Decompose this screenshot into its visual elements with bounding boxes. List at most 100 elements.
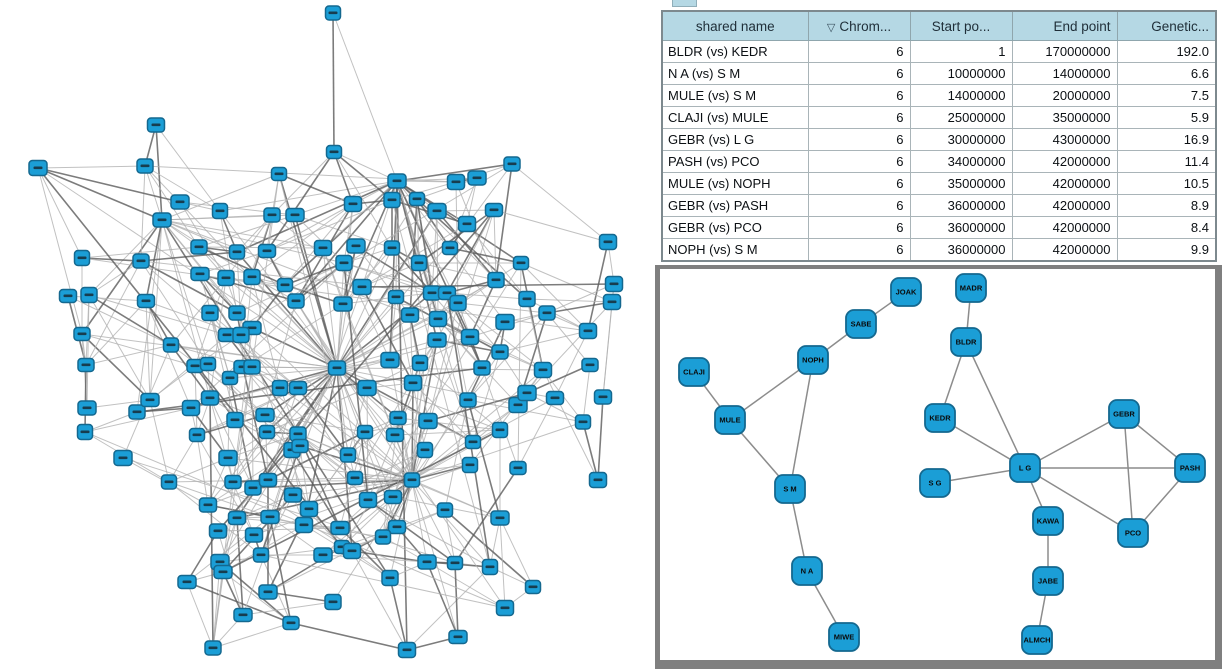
subnetwork-node[interactable]: MADR (955, 273, 987, 303)
table-cell[interactable]: 5.9 (1116, 106, 1217, 129)
overview-node[interactable] (233, 607, 253, 623)
overview-node[interactable] (146, 117, 166, 133)
overview-node[interactable] (263, 207, 281, 223)
subnetwork-edge[interactable] (1123, 413, 1134, 534)
table-cell[interactable]: 43000000 (1011, 128, 1118, 151)
overview-node[interactable] (294, 516, 314, 534)
overview-node[interactable] (383, 489, 403, 505)
overview-node[interactable] (190, 266, 210, 282)
overview-node[interactable] (383, 191, 401, 209)
overview-node[interactable] (136, 293, 156, 309)
table-cell[interactable]: 25000000 (909, 106, 1013, 129)
col-header-chromosome[interactable]: ▽ Chrom... (807, 10, 911, 41)
overview-node[interactable] (495, 313, 515, 331)
subnetwork-edge[interactable] (789, 359, 814, 490)
table-cell[interactable]: 11.4 (1116, 150, 1217, 173)
overview-node[interactable] (80, 286, 98, 304)
overview-node[interactable] (77, 400, 97, 416)
overview-node[interactable] (461, 456, 479, 474)
overview-node[interactable] (244, 480, 262, 496)
table-cell[interactable]: 170000000 (1011, 40, 1118, 63)
overview-node[interactable] (357, 379, 377, 397)
table-cell[interactable]: 36000000 (909, 238, 1013, 262)
overview-node[interactable] (352, 278, 372, 296)
col-header-genetic[interactable]: Genetic... (1116, 10, 1217, 41)
overview-node[interactable] (136, 158, 154, 174)
overview-node[interactable] (77, 357, 95, 373)
table-cell[interactable]: 10000000 (909, 62, 1013, 85)
table-cell[interactable]: 14000000 (1011, 62, 1118, 85)
overview-node[interactable] (76, 423, 94, 441)
overview-node[interactable] (181, 399, 201, 417)
overview-node[interactable] (490, 510, 510, 526)
table-cell[interactable]: N A (vs) S M (661, 62, 809, 85)
overview-node[interactable] (299, 500, 319, 518)
filter-icon[interactable]: ▽ (826, 21, 836, 34)
overview-node[interactable] (491, 344, 509, 360)
subnetwork-node[interactable]: PASH (1174, 453, 1206, 483)
table-cell[interactable]: PASH (vs) PCO (661, 150, 809, 173)
overview-node[interactable] (201, 304, 219, 322)
overview-node[interactable] (436, 502, 454, 518)
overview-node[interactable] (213, 564, 233, 580)
overview-node[interactable] (330, 520, 350, 536)
overview-node[interactable] (73, 326, 91, 342)
subnetwork-node[interactable]: MIWE (828, 622, 860, 652)
overview-node[interactable] (387, 519, 407, 535)
table-row[interactable]: PASH (vs) PCO 6 34000000 42000000 11.4 (661, 150, 1217, 173)
overview-node[interactable] (255, 407, 275, 423)
overview-node[interactable] (221, 370, 239, 386)
overview-node[interactable] (218, 449, 238, 467)
overview-node[interactable] (252, 547, 270, 563)
table-cell[interactable]: 14000000 (909, 84, 1013, 107)
overview-node[interactable] (428, 310, 448, 328)
overview-node[interactable] (257, 243, 277, 259)
overview-node[interactable] (509, 460, 527, 476)
overview-node[interactable] (408, 191, 426, 207)
subnetwork-node[interactable]: MULE (714, 405, 746, 435)
overview-node[interactable] (491, 421, 509, 439)
table-row[interactable]: GEBR (vs) PASH 6 36000000 42000000 8.9 (661, 194, 1217, 217)
overview-node[interactable] (258, 584, 278, 600)
overview-node[interactable] (335, 254, 353, 272)
table-row[interactable]: GEBR (vs) PCO 6 36000000 42000000 8.4 (661, 216, 1217, 239)
col-header-start-point[interactable]: Start po... (909, 10, 1013, 41)
table-cell[interactable]: 30000000 (909, 128, 1013, 151)
overview-node[interactable] (333, 296, 353, 312)
table-cell[interactable]: 7.5 (1116, 84, 1217, 107)
overview-node[interactable] (243, 359, 261, 375)
overview-node[interactable] (339, 447, 357, 463)
overview-node[interactable] (285, 207, 305, 223)
subnetwork-node[interactable]: CLAJI (678, 357, 710, 387)
table-cell[interactable]: 6 (807, 84, 911, 107)
overview-node[interactable] (448, 629, 468, 645)
table-cell[interactable]: 6 (807, 106, 911, 129)
overview-node[interactable] (58, 288, 78, 304)
col-header-end-point[interactable]: End point (1011, 10, 1118, 41)
col-header-shared-name[interactable]: shared name (661, 10, 809, 41)
overview-node[interactable] (177, 574, 197, 590)
overview-node[interactable] (346, 470, 364, 486)
table-cell[interactable]: 8.4 (1116, 216, 1217, 239)
overview-node[interactable] (446, 555, 464, 571)
overview-node[interactable] (217, 269, 235, 287)
overview-node[interactable] (441, 240, 459, 256)
subnetwork-node[interactable]: S G (919, 468, 951, 498)
overview-node[interactable] (411, 354, 429, 372)
overview-node[interactable] (387, 289, 405, 305)
overview-node[interactable] (291, 438, 309, 454)
overview-node[interactable] (287, 293, 305, 309)
overview-node[interactable] (226, 411, 244, 429)
overview-node[interactable] (381, 569, 399, 587)
overview-node[interactable] (464, 434, 482, 450)
table-cell[interactable]: 6.6 (1116, 62, 1217, 85)
overview-node[interactable] (545, 390, 565, 406)
table-cell[interactable]: 35000000 (909, 172, 1013, 195)
table-cell[interactable]: 1 (909, 40, 1013, 63)
overview-node[interactable] (327, 360, 347, 376)
overview-node[interactable] (457, 215, 477, 233)
overview-node[interactable] (581, 357, 599, 373)
table-cell[interactable]: 6 (807, 216, 911, 239)
table-cell[interactable]: BLDR (vs) KEDR (661, 40, 809, 63)
overview-node[interactable] (208, 523, 228, 539)
